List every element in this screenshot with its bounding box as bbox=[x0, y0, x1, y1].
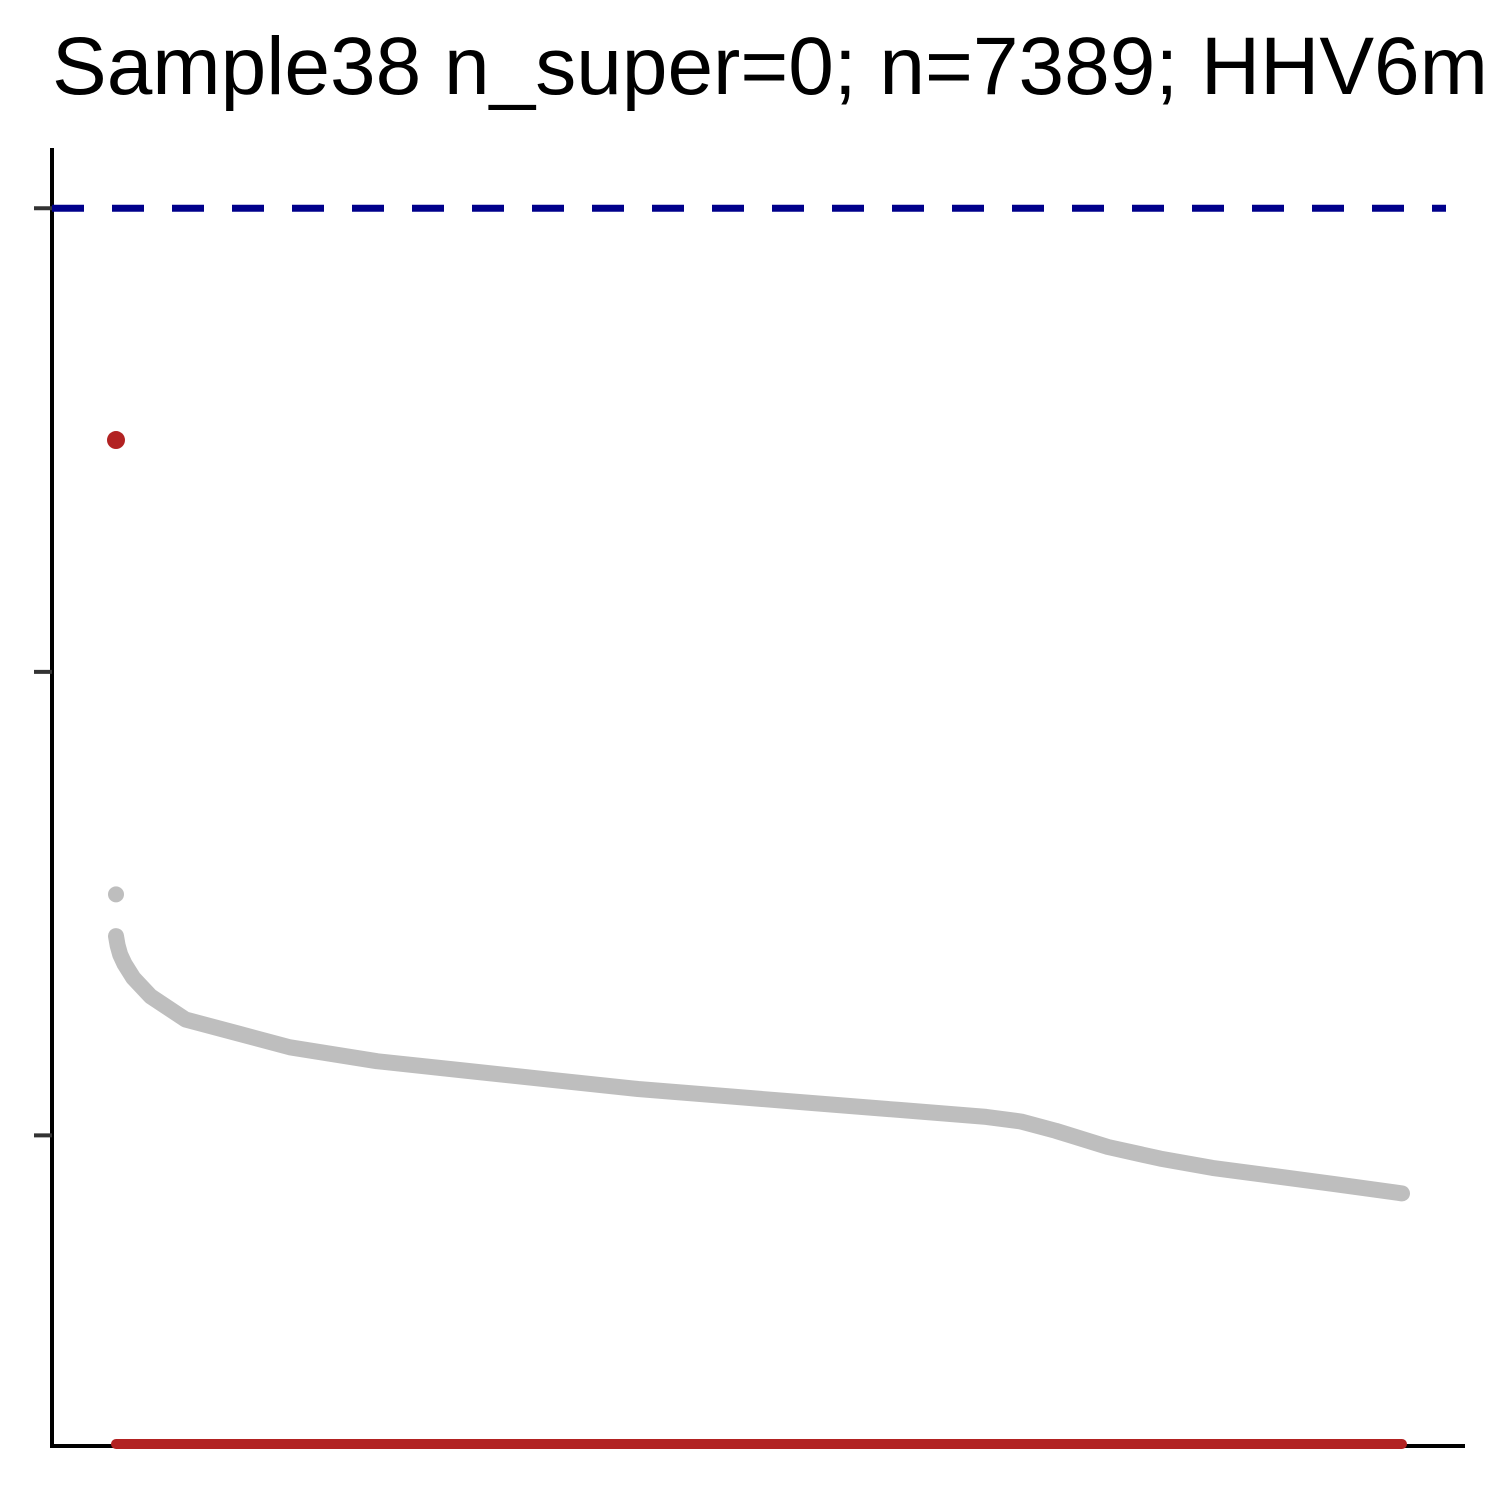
series-grey-points bbox=[108, 928, 1410, 1202]
red-highlight-point bbox=[107, 431, 125, 450]
grey-outlier-point bbox=[108, 886, 124, 903]
chart-title: Sample38 n_super=0; n=7389; HHV6m bbox=[52, 21, 1488, 112]
data-marks bbox=[52, 204, 1446, 1449]
axes bbox=[34, 148, 1465, 1448]
